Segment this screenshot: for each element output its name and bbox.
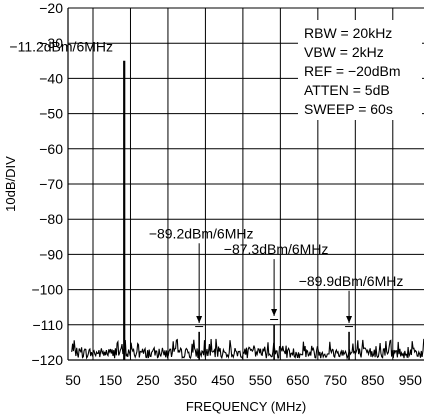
settings-line: SWEEP = 60s (304, 101, 393, 117)
settings-box: RBW = 20kHz VBW = 2kHz REF = −20dBm ATTEN =… (298, 20, 422, 120)
y-tick-label: −70 (39, 176, 63, 192)
x-tick-label: 750 (324, 372, 348, 388)
x-tick-label: 50 (65, 372, 81, 388)
settings-line: RBW = 20kHz (304, 25, 392, 41)
annotation-label: −11.2dBm/6MHz (9, 39, 113, 55)
annotation-arrowhead (346, 316, 353, 324)
settings-background (298, 20, 422, 120)
y-tick-label: −90 (39, 246, 63, 262)
x-tick-label: 450 (211, 372, 235, 388)
x-tick-label: 150 (99, 372, 123, 388)
annotation-label: −87.3dBm/6MHz (224, 241, 329, 257)
x-tick-label: 650 (286, 372, 310, 388)
spectrum-trace (71, 338, 424, 360)
grid (67, 7, 424, 361)
y-tick-label: −80 (39, 211, 63, 227)
annotations: −11.2dBm/6MHz −89.2dBm/6MHz−87.3dBm/6MHz −… (9, 39, 404, 324)
y-tick-label: −40 (39, 70, 63, 86)
y-tick-labels: −20 −30 −40 −50 −60 −70 −80 −90 −100 −110 −120 (31, 0, 63, 368)
peak-markers (123, 60, 354, 360)
annotation-arrowhead (271, 309, 278, 316)
x-tick-label: 850 (361, 372, 385, 388)
y-tick-label: −60 (39, 141, 63, 157)
y-tick-label: −30 (39, 35, 63, 51)
x-tick-label: 950 (399, 372, 423, 388)
settings-line: VBW = 2kHz (304, 44, 384, 60)
settings-line: ATTEN = 5dB (304, 82, 390, 98)
x-axis-label: FREQUENCY (MHz) (186, 399, 306, 414)
y-axis-label: 10dB/DIV (3, 156, 18, 212)
y-tick-label: −100 (31, 282, 63, 298)
y-tick-label: −110 (33, 317, 64, 333)
annotation-label: −89.2dBm/6MHz (149, 225, 254, 241)
x-tick-label: 350 (174, 372, 198, 388)
x-tick-label: 550 (249, 372, 273, 388)
y-tick-label: −50 (39, 106, 63, 122)
x-tick-labels: 50 150 250 350 450 550 650 750 850 950 (65, 372, 422, 388)
annotation-arrowhead (196, 316, 203, 324)
annotation-label: −89.9dBm/6MHz (299, 273, 404, 289)
settings-line: REF = −20dBm (304, 63, 401, 79)
noise-floor-trace (71, 338, 424, 360)
y-tick-label: −20 (39, 0, 63, 16)
y-tick-label: −120 (31, 352, 63, 368)
x-tick-label: 250 (136, 372, 160, 388)
